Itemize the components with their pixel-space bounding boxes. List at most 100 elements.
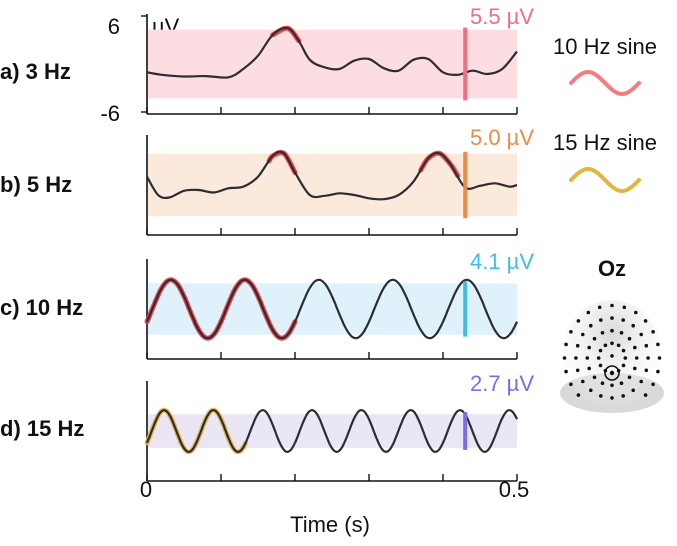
amplitude-band-a — [148, 29, 517, 99]
legend-label-10hz: 10 Hz sine — [553, 34, 657, 59]
y-tick-bottom: -6 — [100, 101, 120, 126]
electrode-dot-46 — [581, 332, 585, 337]
electrode-dot-57 — [651, 382, 655, 387]
electrode-dot-53 — [651, 330, 655, 334]
electrode-dot-21 — [610, 383, 614, 388]
electrode-dot-2 — [616, 343, 621, 348]
oz-electrode-dot — [609, 370, 615, 376]
x-axis-label: Time (s) — [290, 512, 370, 537]
electrode-dot-52 — [643, 319, 648, 323]
amplitude-label-a: 5.5 µV — [470, 4, 534, 29]
electrode-dot-25 — [585, 356, 590, 360]
electrode-dot-42 — [581, 379, 585, 384]
electrode-dot-24 — [587, 366, 591, 371]
panel-label-a: a) 3 Hz — [0, 59, 71, 84]
electrode-dot-27 — [592, 336, 597, 341]
amplitude-band-b — [148, 153, 517, 217]
panel-label-b: b) 5 Hz — [0, 172, 72, 197]
amplitude-band-d — [148, 414, 517, 448]
electrode-dot-34 — [646, 356, 650, 360]
electrode-dot-51 — [634, 310, 638, 315]
electrode-dot-40 — [599, 394, 603, 398]
electrode-dot-41 — [589, 388, 593, 393]
electrode-dots — [562, 303, 662, 400]
electrode-dot-31 — [631, 323, 635, 328]
electrode-label: Oz — [598, 256, 626, 281]
amplitude-label-b: 5.0 µV — [470, 125, 534, 150]
electrode-dot-47 — [589, 323, 593, 328]
electrode-dot-10 — [596, 356, 601, 360]
electrode-dot-66 — [586, 310, 591, 315]
electrode-dot-35 — [644, 368, 649, 373]
legend: 10 Hz sine 15 Hz sine — [553, 34, 657, 194]
oz-electrode-ring — [604, 365, 620, 381]
electrode-dot-48 — [599, 318, 603, 322]
legend-swatch-15hz-sine — [569, 166, 641, 194]
electrode-dot-17 — [634, 356, 639, 360]
electrode-head-map — [560, 300, 664, 413]
legend-swatch-10hz-sine — [569, 69, 641, 97]
electrode-dot-9 — [598, 363, 603, 368]
electrode-dot-59 — [576, 393, 581, 397]
electrode-dot-32 — [639, 332, 643, 337]
electrode-dot-5 — [621, 363, 626, 368]
electrode-dot-55 — [657, 356, 662, 360]
electrode-dot-14 — [619, 331, 624, 335]
electrode-dot-45 — [575, 343, 580, 348]
electrode-dot-19 — [627, 375, 632, 380]
panel-a: 5.5 µV a) 3 Hz — [0, 4, 534, 115]
panel-label-c: c) 10 Hz — [0, 295, 83, 320]
x-tick-end: 0.5 — [499, 477, 530, 502]
electrode-dot-33 — [644, 343, 649, 348]
panel-d: 2.7 µV d) 15 Hz — [0, 371, 534, 482]
electrode-dot-65 — [576, 319, 581, 323]
electrode-dot-12 — [603, 343, 608, 348]
electrode-dot-0 — [610, 354, 614, 358]
electrode-dot-29 — [610, 316, 614, 320]
y-tick-top: 6 — [108, 14, 120, 39]
electrode-dot-16 — [633, 345, 637, 350]
electrode-dot-26 — [587, 345, 591, 350]
legend-label-15hz: 15 Hz sine — [553, 130, 657, 155]
electrode-dot-63 — [564, 342, 568, 347]
electrode-dot-1 — [610, 341, 614, 346]
electrode-dot-38 — [621, 394, 625, 398]
electrode-dot-50 — [622, 305, 627, 310]
electrode-dot-61 — [564, 369, 568, 374]
electrode-dot-62 — [562, 356, 567, 360]
electrode-dot-67 — [597, 305, 602, 310]
electrode-dot-4 — [623, 356, 628, 360]
panels: 5.5 µV a) 3 Hz 5.0 µV b) 5 Hz 4.1 µV c) 10 Hz… — [0, 4, 534, 482]
electrode-dot-3 — [621, 348, 626, 353]
eeg-trace-b — [146, 150, 518, 201]
panel-c: 4.1 µV c) 10 Hz — [0, 249, 534, 360]
eeg-trace-c — [145, 278, 519, 340]
electrode-dot-56 — [656, 369, 660, 374]
electrode-dot-54 — [656, 342, 660, 347]
panel-b: 5.0 µV b) 5 Hz — [0, 125, 534, 236]
electrode-dot-20 — [619, 381, 624, 386]
electrode-dot-39 — [610, 396, 614, 400]
electrode-dot-60 — [569, 382, 573, 387]
electrode-dot-11 — [598, 348, 603, 353]
electrode-dot-28 — [600, 331, 605, 335]
electrode-dot-37 — [631, 388, 635, 393]
electrode-dot-13 — [610, 328, 614, 333]
eeg-trace-d — [145, 409, 519, 453]
electrode-dot-15 — [627, 336, 632, 341]
electrode-dot-36 — [639, 379, 643, 384]
electrode-dot-58 — [643, 393, 648, 397]
electrode-dot-44 — [574, 356, 578, 360]
eeg-trace-a — [146, 26, 518, 79]
amplitude-band-c — [148, 283, 517, 335]
electrode-dot-49 — [610, 303, 614, 308]
electrode-dot-23 — [592, 375, 597, 380]
amplitude-label-d: 2.7 µV — [470, 371, 534, 396]
electrode-dot-43 — [575, 368, 580, 373]
electrode-dot-22 — [600, 381, 605, 386]
electrode-dot-18 — [633, 366, 637, 371]
panel-label-d: d) 15 Hz — [0, 416, 84, 441]
electrode-dot-64 — [569, 330, 573, 334]
electrode-dot-30 — [621, 318, 625, 322]
